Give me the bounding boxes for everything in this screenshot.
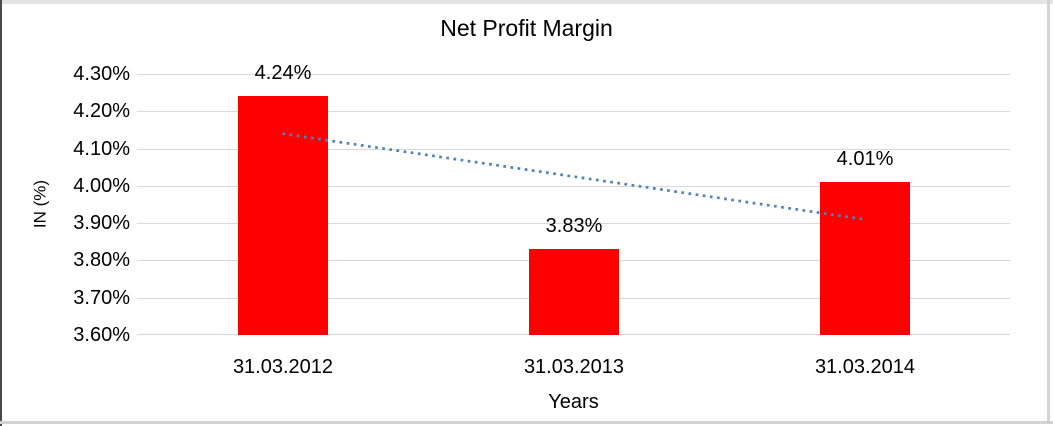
gridline <box>137 111 1010 113</box>
trendline <box>282 132 865 221</box>
y-tick-label: 3.90% <box>73 212 130 235</box>
frame-left-edge <box>0 0 2 426</box>
chart-title: Net Profit Margin <box>440 15 613 41</box>
data-label: 3.83% <box>545 215 603 237</box>
y-tick-label: 3.70% <box>73 286 130 309</box>
y-tick-label: 4.20% <box>73 100 130 123</box>
y-tick-label: 4.10% <box>73 137 130 160</box>
plot-area <box>137 74 1010 335</box>
frame-top-edge <box>0 0 1053 4</box>
gridline <box>137 185 1010 187</box>
x-tick-label: 31.03.2014 <box>814 356 916 378</box>
trendline-segment <box>282 132 865 221</box>
y-tick-label: 3.80% <box>73 249 130 272</box>
data-label: 4.01% <box>836 148 894 170</box>
bar-31.03.2012 <box>238 96 328 335</box>
gridline <box>137 148 1010 150</box>
y-tick-label: 4.00% <box>73 174 130 197</box>
x-tick-label: 31.03.2013 <box>523 356 625 378</box>
data-label: 4.24% <box>254 62 312 84</box>
x-axis-title: Years <box>548 391 599 413</box>
x-tick-label: 31.03.2012 <box>232 356 334 378</box>
gridline <box>137 74 1010 75</box>
frame-right-edge <box>1047 0 1050 424</box>
y-tick-label: 4.30% <box>73 63 130 85</box>
bar-31.03.2013 <box>529 249 619 335</box>
frame-bottom-edge <box>0 421 1053 424</box>
y-tick-label: 3.60% <box>73 324 130 346</box>
bar-31.03.2014 <box>820 182 910 335</box>
gridline <box>137 223 1010 225</box>
